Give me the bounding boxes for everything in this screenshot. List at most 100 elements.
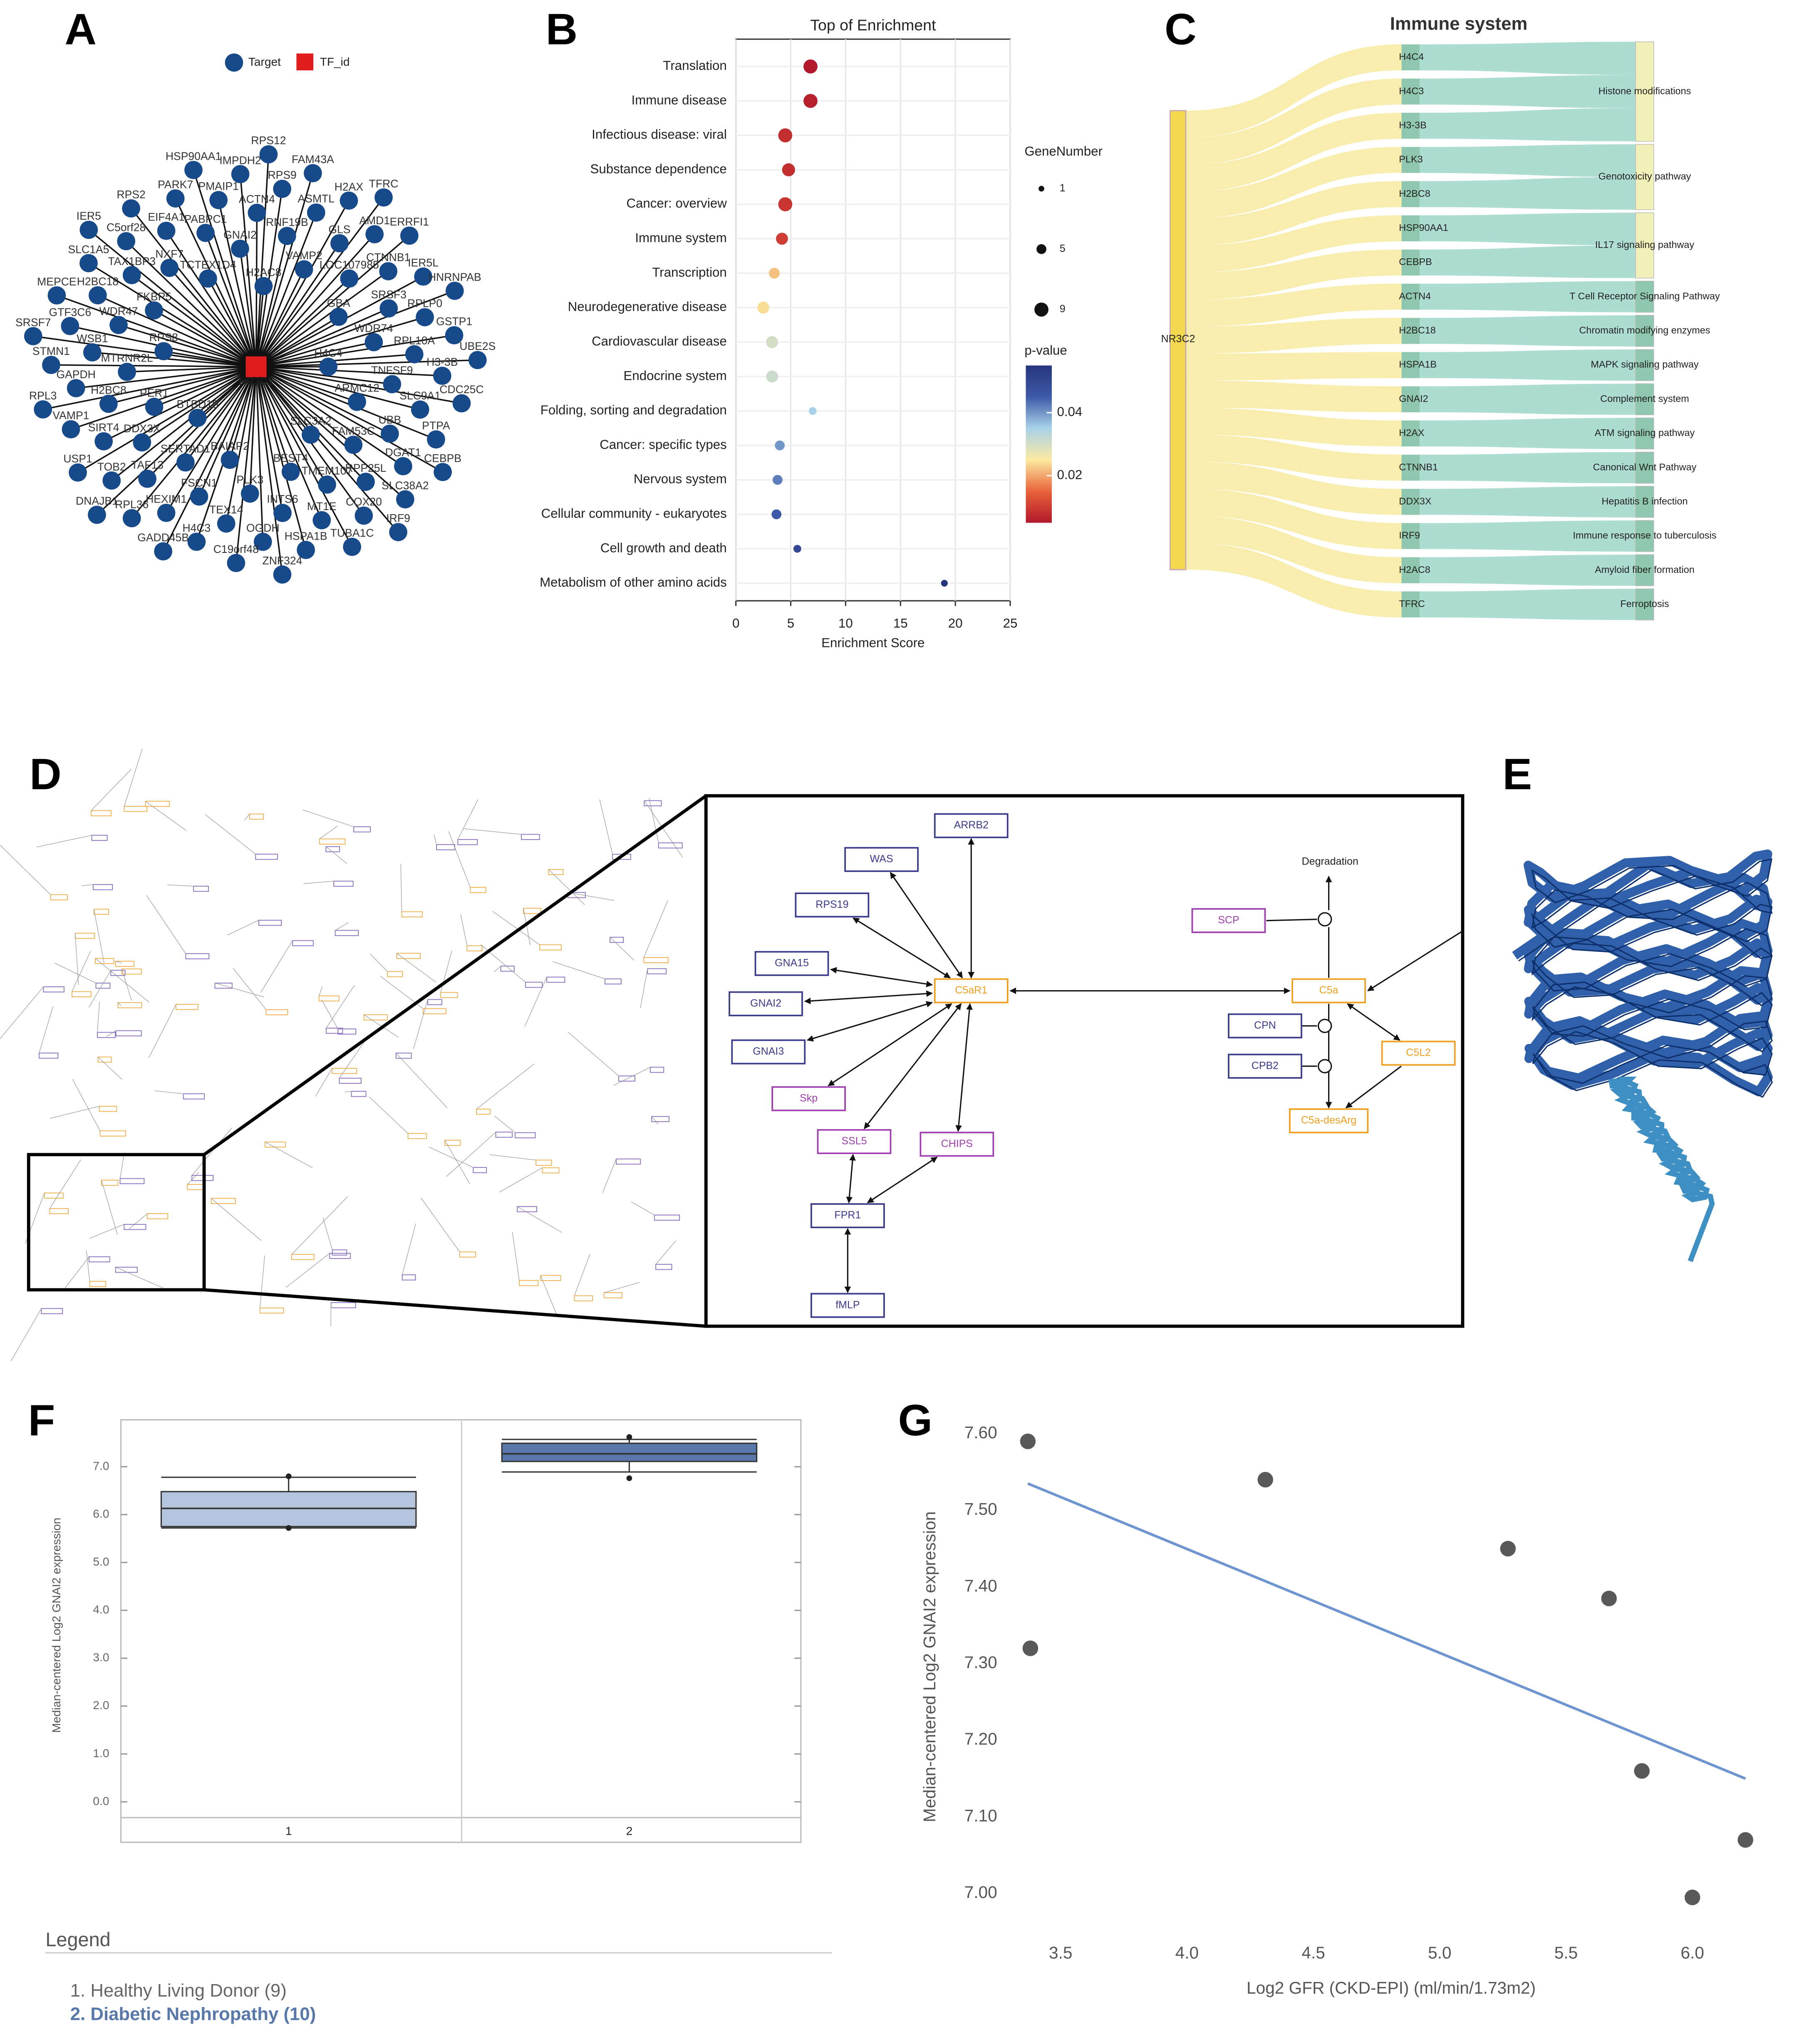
target-node [278, 227, 296, 245]
node-label: BAIAP2 [211, 440, 249, 452]
target-node [319, 357, 338, 376]
y-tick-label: Immune disease [632, 93, 727, 107]
overview-edge [97, 1001, 100, 1033]
pathway-node [1635, 144, 1654, 210]
overview-edge [512, 1232, 520, 1281]
overview-edge [115, 961, 122, 964]
overview-edge [291, 1196, 348, 1255]
overview-edge [604, 1282, 639, 1293]
node-label: ARMC12 [335, 382, 379, 394]
overview-node [470, 887, 486, 893]
size-key [1036, 244, 1046, 254]
edge [207, 278, 257, 367]
overview-node [574, 1295, 593, 1301]
overview-edge [460, 914, 468, 946]
overview-edge [98, 1057, 122, 1080]
overview-node [329, 1253, 351, 1259]
inset-box [27, 1153, 206, 1292]
node-label: GSTP1 [436, 315, 472, 328]
target-node [389, 523, 407, 541]
node-label: H4C4 [314, 347, 342, 359]
gene-node [1401, 591, 1420, 618]
gene-node [1401, 249, 1420, 276]
edge [256, 366, 421, 411]
overview-node [655, 1264, 672, 1270]
overview-edge [602, 1159, 617, 1193]
overview-node [147, 1213, 169, 1219]
gene-node [1401, 44, 1420, 71]
target-node [154, 342, 173, 361]
flow-pathway [1420, 384, 1636, 415]
overview-edge [345, 1091, 352, 1093]
gene-label: PLK3 [1399, 154, 1423, 165]
zoom-link [203, 794, 707, 1156]
y-tick-label: 7.0 [93, 1459, 109, 1472]
flow-source [1185, 515, 1402, 583]
node-label: TFRC [369, 177, 399, 190]
node-label: HNRNPAB [428, 271, 481, 283]
flow-pathway [1420, 486, 1636, 518]
target-node [273, 503, 292, 522]
legend-entry: 1. Healthy Living Donor (9) [70, 1980, 287, 2001]
flow-source [1185, 461, 1402, 515]
pathway-node [1635, 41, 1654, 142]
node-label: RPS12 [251, 134, 286, 147]
edge [108, 366, 257, 405]
gene-label: DDX3X [1399, 496, 1431, 506]
edge [255, 367, 283, 513]
x-tick-label: 4.5 [1301, 1943, 1325, 1962]
edge [169, 267, 257, 367]
overview-node [396, 953, 421, 959]
target-node [157, 221, 176, 240]
node-label: SLC1A5 [68, 243, 109, 255]
edge [255, 367, 292, 472]
overview-node [50, 894, 68, 900]
y-tick-label: Infectious disease: viral [592, 127, 727, 142]
gene-node [1401, 489, 1420, 515]
pathway-node [920, 1132, 994, 1157]
target-node [145, 398, 164, 416]
target-node [221, 451, 239, 469]
node-label: H2AC8 [246, 266, 282, 278]
y-tick-label: Folding, sorting and degradation [540, 403, 727, 417]
overview-node [423, 1008, 446, 1014]
node-label: H3-3B [426, 356, 458, 368]
pathway-label: Amyloid fiber formation [1595, 564, 1695, 575]
x-tick-label: 1 [285, 1825, 292, 1838]
edge [255, 316, 339, 368]
edge [249, 367, 257, 494]
pathway-node-label: SSL5 [841, 1135, 867, 1147]
edge [255, 197, 384, 367]
target-node [61, 317, 79, 335]
catalysis [1318, 1059, 1332, 1073]
overview-edge [524, 977, 547, 1027]
flow-source [1185, 113, 1402, 192]
pathway-label: Genotoxicity pathway [1599, 171, 1691, 182]
target-node [414, 267, 433, 286]
pathway-node [1635, 212, 1654, 279]
x-axis-label: Enrichment Score [821, 635, 925, 650]
edge [255, 307, 389, 368]
overview-node [183, 1093, 205, 1100]
flow-pathway [1420, 144, 1636, 177]
overview-node [193, 886, 209, 892]
node-label: GTF3C6 [49, 306, 91, 318]
node-label: STMN1 [32, 345, 70, 357]
pathway-node [771, 1086, 846, 1111]
pathway-node [811, 1293, 885, 1318]
panel-label: G [898, 1395, 933, 1445]
gene-node [1401, 283, 1420, 310]
overview-node [258, 919, 282, 926]
overview-node [332, 1249, 347, 1256]
target-node [160, 259, 179, 277]
y-tick-label: 7.50 [964, 1499, 997, 1519]
dot [803, 94, 818, 108]
edge [88, 263, 257, 368]
overview-node [101, 1179, 119, 1186]
pathway-node [1635, 588, 1654, 621]
dot [778, 197, 793, 211]
overview-node [525, 981, 543, 988]
target-node [340, 191, 358, 210]
edge [256, 366, 462, 404]
overview-edge [499, 1167, 543, 1193]
